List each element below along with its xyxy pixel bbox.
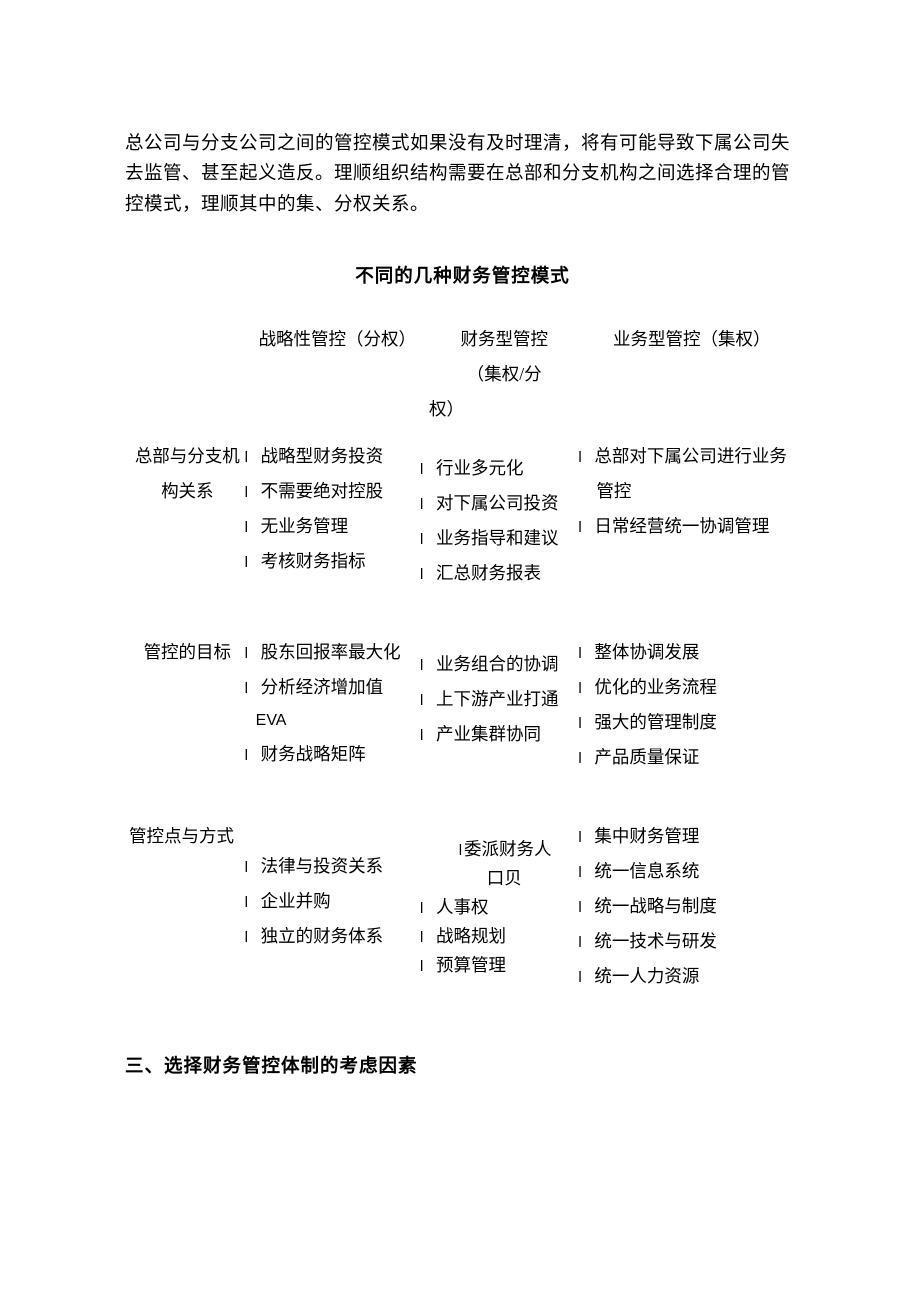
list-item-eva: EVA — [254, 705, 421, 737]
table-row: 管控的目标 l股东回报率最大化 l分析经济增加值 EVA l财务战略矩阵 l业务… — [125, 629, 800, 781]
document-page: 总公司与分支公司之间的管控模式如果没有及时理清，将有可能导致下属公司失去监管、甚… — [0, 0, 920, 1158]
list-item: l优化的业务流程 — [587, 670, 796, 705]
list-item: l委派财务人口贝 — [429, 835, 579, 893]
list-item: l人事权 — [429, 893, 579, 922]
header-col-b: 财务型管控 （集权/分 权） — [425, 316, 583, 433]
spacer — [125, 781, 800, 813]
list-item: l强大的管理制度 — [587, 705, 796, 740]
cell-r0-a: l战略型财务投资 l不需要绝对控股 l无业务管理 l考核财务指标 — [250, 433, 425, 597]
list-item: l股东回报率最大化 — [254, 635, 421, 670]
header-col-c: 业务型管控（集权） — [583, 316, 800, 433]
table-title: 不同的几种财务管控模式 — [125, 262, 800, 288]
cell-r1-c: l整体协调发展 l优化的业务流程 l强大的管理制度 l产品质量保证 — [583, 629, 800, 781]
table-header-row: 战略性管控（分权） 财务型管控 （集权/分 权） 业务型管控（集权） — [125, 316, 800, 433]
cell-r1-b: l业务组合的协调 l上下游产业打通 l产业集群协同 — [425, 629, 583, 781]
cell-r2-a: l法律与投资关系 l企业并购 l独立的财务体系 — [250, 813, 425, 1000]
list-item: l企业并购 — [254, 884, 421, 919]
list-item: l考核财务指标 — [254, 544, 421, 579]
list-item: l预算管理 — [429, 951, 579, 980]
intro-paragraph: 总公司与分支公司之间的管控模式如果没有及时理清，将有可能导致下属公司失去监管、甚… — [125, 129, 800, 221]
cell-r2-b: l委派财务人口贝 l人事权 l战略规划 l预算管理 — [425, 813, 583, 1000]
spacer — [125, 597, 800, 629]
row-label: 管控的目标 — [125, 629, 250, 781]
table-row: 管控点与方式 l法律与投资关系 l企业并购 l独立的财务体系 l委派财务人口贝 … — [125, 813, 800, 1000]
header-col-a: 战略性管控（分权） — [250, 316, 425, 433]
cell-r1-a: l股东回报率最大化 l分析经济增加值 EVA l财务战略矩阵 — [250, 629, 425, 781]
header-blank — [125, 316, 250, 433]
list-item: l日常经营统一协调管理 — [587, 509, 796, 544]
list-item: l统一人力资源 — [587, 959, 796, 994]
cell-r0-c: l总部对下属公司进行业务管控 l日常经营统一协调管理 — [583, 433, 800, 597]
list-item: l总部对下属公司进行业务管控 — [587, 439, 796, 509]
list-item: l行业多元化 — [429, 451, 579, 486]
list-item: l业务指导和建议 — [429, 521, 579, 556]
cell-r2-c: l集中财务管理 l统一信息系统 l统一战略与制度 l统一技术与研发 l统一人力资… — [583, 813, 800, 1000]
cell-r0-b: l行业多元化 l对下属公司投资 l业务指导和建议 l汇总财务报表 — [425, 433, 583, 597]
list-item: l独立的财务体系 — [254, 919, 421, 954]
list-item: l集中财务管理 — [587, 819, 796, 854]
list-item: l战略规划 — [429, 922, 579, 951]
list-item: l业务组合的协调 — [429, 647, 579, 682]
list-item: l整体协调发展 — [587, 635, 796, 670]
list-item: l产业集群协同 — [429, 717, 579, 752]
list-item: l产品质量保证 — [587, 740, 796, 775]
list-item: l上下游产业打通 — [429, 682, 579, 717]
table-row: 总部与分支机构关系 l战略型财务投资 l不需要绝对控股 l无业务管理 l考核财务… — [125, 433, 800, 597]
list-item: l分析经济增加值 — [254, 670, 421, 705]
row-label: 管控点与方式 — [125, 813, 250, 1000]
comparison-table: 战略性管控（分权） 财务型管控 （集权/分 权） 业务型管控（集权） 总部与分支… — [125, 316, 800, 1000]
list-item: l战略型财务投资 — [254, 439, 421, 474]
list-item: l无业务管理 — [254, 509, 421, 544]
section-heading: 三、选择财务管控体制的考虑因素 — [125, 1052, 800, 1078]
list-item: l财务战略矩阵 — [254, 737, 421, 772]
list-item: l统一技术与研发 — [587, 924, 796, 959]
list-item: l对下属公司投资 — [429, 486, 579, 521]
list-item: l法律与投资关系 — [254, 849, 421, 884]
list-item: l不需要绝对控股 — [254, 474, 421, 509]
list-item: l统一战略与制度 — [587, 889, 796, 924]
list-item: l统一信息系统 — [587, 854, 796, 889]
row-label: 总部与分支机构关系 — [125, 433, 250, 597]
list-item: l汇总财务报表 — [429, 556, 579, 591]
